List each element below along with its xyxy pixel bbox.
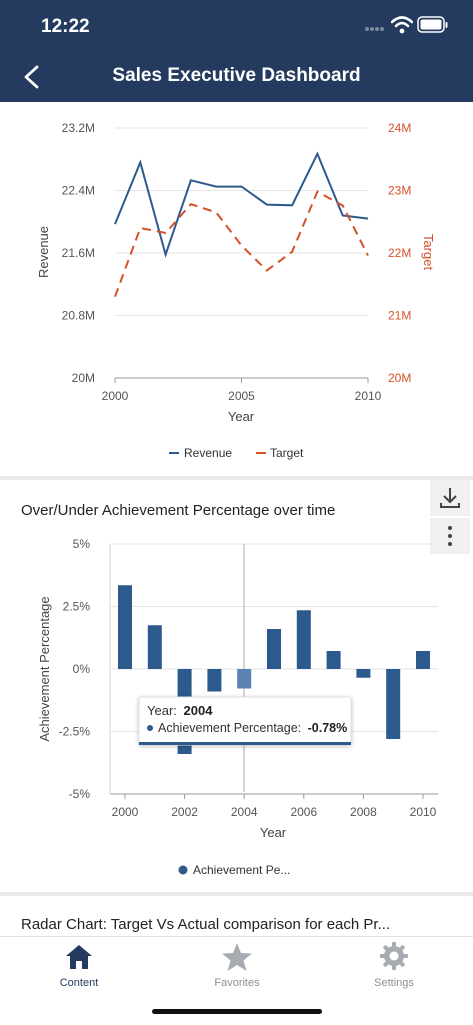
target-line xyxy=(114,190,369,298)
tooltip-year-value: 2004 xyxy=(184,703,214,718)
x-tick-label: 2004 xyxy=(231,805,258,819)
x-tick-label: 2005 xyxy=(228,389,255,403)
y2-tick-label: 21M xyxy=(388,309,411,323)
status-time: 12:22 xyxy=(41,16,90,37)
wifi-icon xyxy=(391,16,413,34)
y-tick-label: 2.5% xyxy=(63,600,91,614)
legend-swatch xyxy=(178,865,188,875)
x-tick-label: 2010 xyxy=(410,805,437,819)
legend-target[interactable]: Target xyxy=(270,446,304,460)
achievement-card: Over/Under Achievement Percentage over t… xyxy=(0,480,473,892)
x-axis-title: Year xyxy=(228,409,255,424)
y-tick-label: -5% xyxy=(69,787,91,801)
battery-icon xyxy=(417,16,448,33)
page-title: Sales Executive Dashboard xyxy=(112,65,361,86)
y-tick-label: 21.6M xyxy=(62,246,95,260)
y-tick-label: 23.2M xyxy=(62,121,95,135)
nav-bar: Sales Executive Dashboard xyxy=(0,52,473,102)
bar-2001[interactable] xyxy=(147,625,162,669)
tab-label: Favorites xyxy=(214,977,260,989)
bar-2006[interactable] xyxy=(296,610,311,669)
tooltip-year-label: Year: xyxy=(147,703,177,718)
y-axis-title: Revenue xyxy=(36,226,51,278)
home-indicator xyxy=(152,1009,322,1014)
star-icon xyxy=(222,943,252,971)
x-axis-title: Year xyxy=(260,825,287,840)
svg-text:Year: 2004: Year: 2004 xyxy=(147,703,213,718)
chart-title: Over/Under Achievement Percentage over t… xyxy=(21,502,336,519)
home-icon xyxy=(66,945,92,969)
tab-settings[interactable]: Settings xyxy=(315,937,473,997)
tooltip-series-value: -0.78% xyxy=(308,721,348,735)
radar-chart-title: Radar Chart: Target Vs Actual comparison… xyxy=(21,916,391,933)
tooltip: Year: 2004 Achievement Percentage: -0.78… xyxy=(138,696,352,746)
bar-2005[interactable] xyxy=(267,629,281,669)
revenue-target-card: 20M 20.8M 21.6M 22.4M 23.2M 20M 21M 22M 23M 24M … xyxy=(0,102,473,476)
legend-achievement[interactable]: Achievement Pe... xyxy=(193,863,290,877)
svg-text:Achievement Percentage:: Achievement Percentage: -0.78% xyxy=(158,721,347,735)
legend: Achievement Pe... xyxy=(178,863,290,877)
bar-2003[interactable] xyxy=(207,669,222,692)
y2-tick-label: 20M xyxy=(388,371,411,385)
legend: Revenue Target xyxy=(169,446,304,460)
bar-2000[interactable] xyxy=(118,585,132,669)
more-vertical-icon xyxy=(448,526,452,546)
y2-axis-title: Target xyxy=(421,234,436,271)
radar-card[interactable]: Radar Chart: Target Vs Actual comparison… xyxy=(0,896,473,936)
tab-favorites[interactable]: Favorites xyxy=(158,937,316,997)
tab-label: Settings xyxy=(374,977,414,989)
x-tick-label: 2008 xyxy=(350,805,377,819)
bar-2007[interactable] xyxy=(326,651,341,669)
tab-content[interactable]: Content xyxy=(0,937,158,997)
chevron-left-icon xyxy=(24,65,39,89)
achievement-bar-chart[interactable]: 5% 2.5% 0% -2.5% -5% 2000 2002 2004 2006 2008 201… xyxy=(0,480,473,892)
status-bar: 12:22 xyxy=(0,0,473,52)
x-tick-label: 2006 xyxy=(290,805,317,819)
y-tick-label: 0% xyxy=(73,662,91,676)
y-tick-label: 20M xyxy=(72,371,95,385)
bar-2004[interactable] xyxy=(237,669,252,689)
y2-tick-label: 23M xyxy=(388,184,411,198)
legend-revenue[interactable]: Revenue xyxy=(184,446,232,460)
bar-2009[interactable] xyxy=(386,669,401,739)
cellular-signal-icon xyxy=(365,27,384,31)
y-tick-label: 22.4M xyxy=(62,184,95,198)
x-tick-label: 2010 xyxy=(355,389,382,403)
gear-icon xyxy=(380,942,408,970)
y-tick-label: 5% xyxy=(73,537,91,551)
x-tick-label: 2002 xyxy=(171,805,198,819)
download-icon xyxy=(440,488,460,508)
bar-2010[interactable] xyxy=(416,651,430,669)
x-tick-label: 2000 xyxy=(102,389,129,403)
x-tick-label: 2000 xyxy=(112,805,139,819)
bar-2008[interactable] xyxy=(356,669,371,678)
tooltip-series-label: Achievement Percentage: xyxy=(158,721,301,735)
back-button[interactable] xyxy=(18,60,48,94)
download-button[interactable] xyxy=(430,480,470,516)
y-tick-label: -2.5% xyxy=(59,725,91,739)
more-options-button[interactable] xyxy=(430,518,470,554)
y-axis-title: Achievement Percentage xyxy=(37,596,52,741)
y-tick-label: 20.8M xyxy=(62,309,95,323)
y2-tick-label: 24M xyxy=(388,121,411,135)
revenue-line xyxy=(114,151,369,259)
y2-tick-label: 22M xyxy=(388,246,411,260)
tab-label: Content xyxy=(59,977,99,989)
